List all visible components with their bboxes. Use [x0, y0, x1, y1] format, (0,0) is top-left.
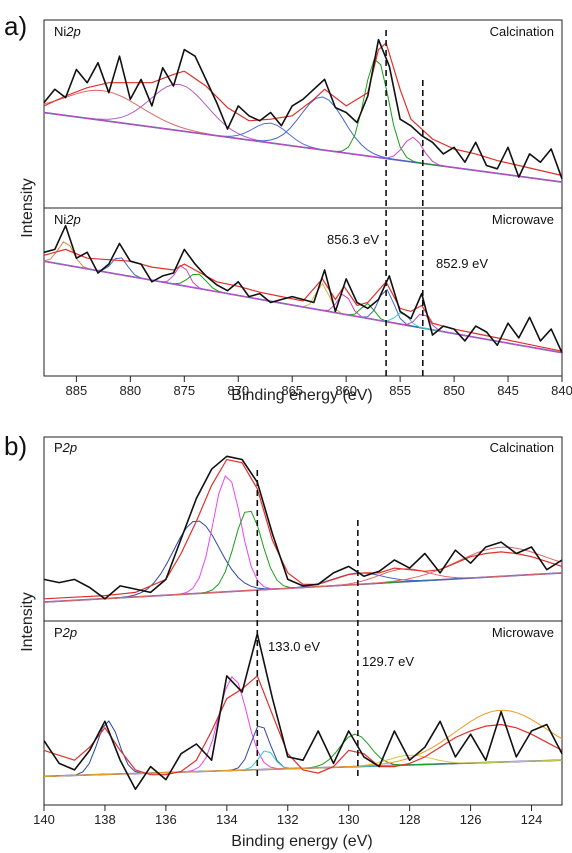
panel-b-label: b) [4, 431, 27, 461]
panel-a-x-ticks: 885 880 875 870 865 860 855 850 845 840 [66, 376, 572, 398]
panel-a-x-tick-label-3: 870 [227, 383, 249, 398]
panel-b-x-tick-label-4: 132 [277, 812, 299, 827]
panel-b-x-ticks: 140 138 136 134 132 130 128 126 124 [33, 805, 542, 827]
element-prefix: P [54, 440, 63, 455]
panel-a-x-tick-label-7: 850 [443, 383, 465, 398]
element-prefix: Ni [54, 24, 66, 39]
panel-b-calcination-measured-spectrum [43, 455, 563, 600]
panel-a-annotation-852: 852.9 eV [436, 256, 488, 271]
panel-a-microwave-component-peak-9 [43, 260, 563, 354]
panel-b-microwave-component-peak-6 [43, 709, 563, 777]
panel-a-calcination-measured-spectrum [43, 38, 563, 180]
panel-b-x-tick-label-1: 138 [94, 812, 116, 827]
panel-a-calcination-plot [43, 38, 563, 183]
panel-a-x-tick-label-2: 875 [173, 383, 195, 398]
panel-b-x-tick-label-2: 136 [155, 812, 177, 827]
panel-a-calcination-fit-envelope [43, 41, 563, 177]
panel-b-bottom-condition-label: Microwave [492, 625, 554, 640]
panel-b-x-tick-label-7: 126 [460, 812, 482, 827]
element-suffix: 2p [62, 440, 77, 455]
panel-b-x-tick-label-5: 130 [338, 812, 360, 827]
panel-a-label: a) [4, 11, 27, 41]
element-suffix: 2p [62, 625, 77, 640]
panel-b-calcination-plot [43, 455, 563, 603]
panel-b-annotation-129: 129.7 eV [362, 654, 414, 669]
panel-a-xlabel: Binding energy (eV) [231, 387, 372, 404]
panel-b-x-tick-label-8: 124 [521, 812, 543, 827]
panel-b-top-condition-label: Calcination [490, 440, 554, 455]
panel-b-microwave-plot [43, 633, 563, 791]
panel-a-ylabel: Intensity [19, 178, 36, 238]
panel-b-xlabel: Binding energy (eV) [231, 833, 372, 850]
panel-a-annotation-856: 856.3 eV [327, 232, 379, 247]
panel-a-x-tick-label-9: 840 [551, 383, 572, 398]
panel-a-calcination-component-peak-3 [43, 96, 563, 183]
panel-b-top-element-label: P2p [54, 440, 77, 455]
panel-b-calcination-component-peak-0 [43, 520, 563, 603]
panel-a-bottom-condition-label: Microwave [492, 212, 554, 227]
panel-a-x-tick-label-6: 855 [389, 383, 411, 398]
panel-b-x-tick-label-6: 128 [399, 812, 421, 827]
element-prefix: Ni [54, 212, 66, 227]
panel-a-x-tick-label-5: 860 [335, 383, 357, 398]
panel-b-reference-lines [256, 470, 359, 780]
panel-b-calcination-component-peak-2 [43, 510, 563, 603]
panel-b-annotation-133: 133.0 eV [268, 639, 320, 654]
element-suffix: 2p [65, 212, 80, 227]
panel-a-x-tick-label-1: 880 [119, 383, 141, 398]
panel-a-x-tick-label-8: 845 [497, 383, 519, 398]
panel-a-calcination-component-peak-0 [43, 89, 563, 183]
panel-b-calcination-component-peak-5 [43, 546, 563, 603]
panel-b-x-tick-label-3: 134 [216, 812, 238, 827]
panel-a-top-condition-label: Calcination [490, 24, 554, 39]
panel-a-bottom-element-label: Ni2p [54, 212, 81, 227]
panel-a-calcination-component-peak-5 [43, 112, 563, 183]
panel-b-microwave-fit-envelope [43, 674, 563, 776]
panel-b-bottom-element-label: P2p [54, 625, 77, 640]
panel-b-ylabel: Intensity [19, 592, 36, 652]
panel-a-calcination-component-peak-4 [43, 58, 563, 183]
panel-a-microwave-plot [43, 224, 563, 354]
panel-a-x-tick-label-4: 865 [281, 383, 303, 398]
panel-a-frame [43, 19, 563, 377]
panel-b-x-tick-label-0: 140 [33, 812, 55, 827]
panel-a-x-tick-label-0: 885 [66, 383, 88, 398]
panel-b-calcination-component-peak-1 [43, 475, 563, 603]
panel-b-calcination-fit-envelope [43, 458, 563, 600]
panel-a-microwave-measured-spectrum [43, 224, 563, 354]
panel-a-reference-lines [385, 30, 424, 376]
element-prefix: P [54, 625, 63, 640]
panel-a-top-element-label: Ni2p [54, 24, 81, 39]
element-suffix: 2p [65, 24, 80, 39]
panel-b-microwave-measured-spectrum [43, 633, 563, 791]
